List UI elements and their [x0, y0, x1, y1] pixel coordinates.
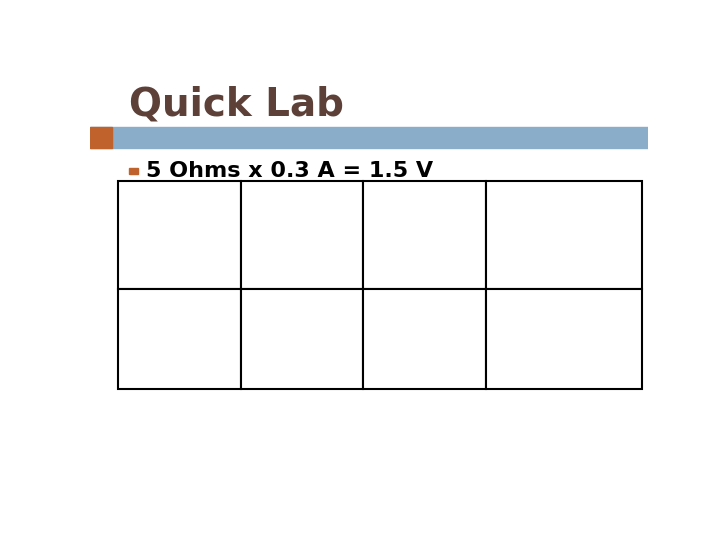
Bar — [90, 127, 648, 148]
Bar — [486, 181, 642, 289]
Bar — [364, 289, 486, 389]
Bar — [129, 167, 138, 174]
Bar — [364, 181, 486, 289]
Text: ?: ? — [420, 330, 430, 348]
Bar — [486, 289, 642, 389]
Text: 5 Ohms x 0.3
A = 1.5 V: 5 Ohms x 0.3 A = 1.5 V — [493, 300, 613, 341]
Bar — [240, 181, 364, 289]
Text: Quick Lab: Quick Lab — [129, 85, 344, 124]
Text: Resistance
(Ω): Resistance (Ω) — [125, 214, 234, 256]
Text: 0.3 A: 0.3 A — [279, 330, 325, 348]
Text: Current (I): Current (I) — [248, 226, 356, 244]
Bar — [118, 289, 240, 389]
Bar — [90, 127, 112, 148]
Bar — [118, 181, 240, 289]
Text: Potential
Difference
(V): Potential Difference (V) — [372, 202, 478, 268]
Text: 5 Ohms x 0.3 A = 1.5 V: 5 Ohms x 0.3 A = 1.5 V — [146, 161, 433, 181]
Text: Resistance x
Current
Ω x I: Resistance x Current Ω x I — [493, 192, 621, 257]
Text: 5 Ω: 5 Ω — [164, 330, 194, 348]
Bar — [240, 289, 364, 389]
